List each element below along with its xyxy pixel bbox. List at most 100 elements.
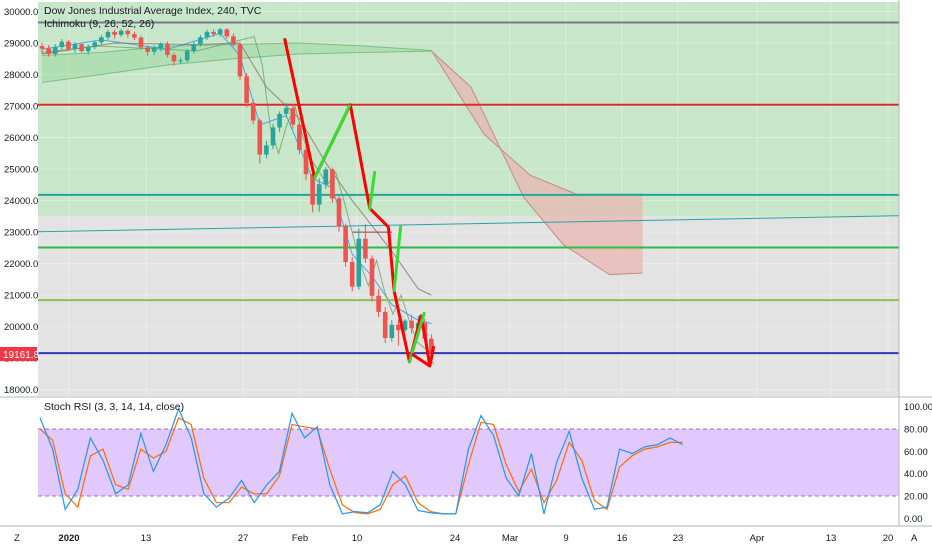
time-tick-4: 10 — [352, 533, 363, 544]
time-tick-6: Mar — [502, 533, 518, 544]
candle-body-23 — [184, 51, 190, 61]
candle-body-3 — [52, 47, 58, 55]
candle-body-33 — [250, 102, 256, 121]
time-tick-3: Feb — [292, 533, 308, 544]
price-tick-1: 29000.0 — [4, 38, 38, 49]
candle-body-24 — [191, 44, 197, 52]
time-axis[interactable]: 2020 13 27 Feb 10 24 Mar 9 16 23 Apr 13 20 — [58, 533, 893, 544]
current-price-badge — [0, 347, 37, 361]
zigzag-arrowhead — [410, 345, 436, 368]
price-tick-9: 21000.0 — [4, 291, 38, 302]
candle-body-57 — [409, 320, 414, 329]
candle-body-21 — [171, 54, 177, 62]
time-tick-9: 23 — [673, 533, 684, 544]
stoch-tick-0: 100.00 — [904, 402, 932, 413]
zigzag-drawings[interactable] — [283, 37, 436, 368]
time-tick-12: 20 — [883, 533, 894, 544]
candle-body-50 — [363, 238, 368, 259]
candle-body-12 — [112, 31, 117, 35]
candle-body-47 — [343, 226, 348, 263]
candle-body-37 — [277, 113, 282, 128]
price-tick-12: 18000.0 — [4, 385, 38, 396]
candle-body-2 — [46, 48, 51, 55]
time-tick-10: Apr — [750, 533, 765, 544]
auto-scale-button[interactable]: A — [911, 533, 918, 544]
stoch-k-line — [39, 407, 683, 515]
candle-body-27 — [211, 31, 216, 35]
candle-body-11 — [105, 31, 111, 38]
candle-body-10 — [99, 37, 104, 43]
candle-body-41 — [303, 149, 309, 175]
candlestick-series — [39, 27, 434, 357]
candle-body-32 — [244, 76, 249, 103]
candle-body-26 — [204, 31, 210, 38]
candle-body-14 — [125, 30, 131, 35]
stoch-axis[interactable]: 100.00 80.00 60.00 40.00 20.00 0.00 — [904, 402, 932, 525]
candle-body-54 — [389, 324, 395, 339]
candle-body-8 — [85, 46, 91, 52]
stoch-tick-4: 20.00 — [904, 491, 928, 502]
candle-body-44 — [323, 169, 329, 185]
stoch-tick-5: 0.00 — [904, 514, 923, 525]
candle-body-52 — [376, 295, 381, 312]
candle-body-30 — [231, 36, 236, 45]
zigzag-green-1 — [368, 171, 377, 210]
price-tick-8: 22000.0 — [4, 259, 38, 270]
time-tick-7: 9 — [563, 533, 568, 544]
candle-body-5 — [66, 41, 71, 49]
senkou-b — [431, 50, 643, 276]
price-tick-3: 27000.0 — [4, 102, 38, 113]
indicator-legend: Ichimoku (9, 26, 52, 26) — [44, 18, 154, 30]
time-tick-0: 2020 — [58, 533, 79, 544]
trendline[interactable] — [37, 215, 900, 233]
ascending-trendline — [37, 215, 900, 233]
candle-body-53 — [382, 311, 388, 339]
candle-body-56 — [402, 320, 408, 331]
candle-body-1 — [39, 46, 45, 49]
candle-body-20 — [165, 43, 170, 55]
candle-body-39 — [290, 108, 296, 125]
candle-body-6 — [72, 44, 78, 49]
candle-body-31 — [237, 44, 243, 77]
candle-body-16 — [138, 37, 144, 48]
zigzag-green-2 — [392, 225, 403, 293]
candle-body-4 — [59, 41, 65, 48]
candle-body-43 — [316, 184, 322, 205]
candle-body-15 — [132, 34, 137, 38]
candle-body-22 — [178, 60, 183, 62]
price-tick-10: 20000.0 — [4, 322, 38, 333]
candle-body-46 — [336, 198, 342, 227]
candle-body-60 — [429, 338, 434, 354]
timezone-button[interactable]: Z — [14, 533, 20, 544]
time-tick-5: 24 — [450, 533, 461, 544]
candle-body-49 — [356, 238, 362, 287]
stoch-rsi-pane — [38, 407, 899, 515]
chart-title: Dow Jones Industrial Average Index, 240,… — [44, 5, 262, 17]
candle-body-7 — [79, 44, 84, 52]
candle-body-55 — [396, 324, 401, 331]
time-tick-1: 13 — [141, 533, 152, 544]
candle-body-48 — [349, 262, 355, 287]
candle-body-19 — [158, 43, 164, 49]
candle-body-29 — [224, 29, 230, 37]
price-tick-0: 30000.0 — [4, 7, 38, 18]
horizontal-levels[interactable] — [38, 21, 899, 355]
time-tick-2: 27 — [238, 533, 249, 544]
candle-body-18 — [151, 48, 157, 52]
kumo-bearish — [431, 50, 643, 275]
current-price-label: 19161.8 — [3, 350, 40, 361]
candle-body-51 — [369, 258, 375, 296]
time-tick-8: 16 — [617, 533, 628, 544]
candle-body-45 — [330, 169, 335, 199]
stoch-legend: Stoch RSI (3, 3, 14, 14, close) — [44, 401, 184, 413]
price-tick-6: 24000.0 — [4, 196, 38, 207]
zone-1 — [38, 216, 899, 396]
candle-body-35 — [264, 145, 269, 155]
zigzag-green-0 — [313, 104, 351, 180]
candle-body-9 — [92, 42, 98, 47]
candle-body-17 — [145, 47, 150, 52]
price-tick-7: 23000.0 — [4, 228, 38, 239]
candle-body-40 — [297, 124, 302, 150]
price-tick-2: 28000.0 — [4, 70, 38, 81]
